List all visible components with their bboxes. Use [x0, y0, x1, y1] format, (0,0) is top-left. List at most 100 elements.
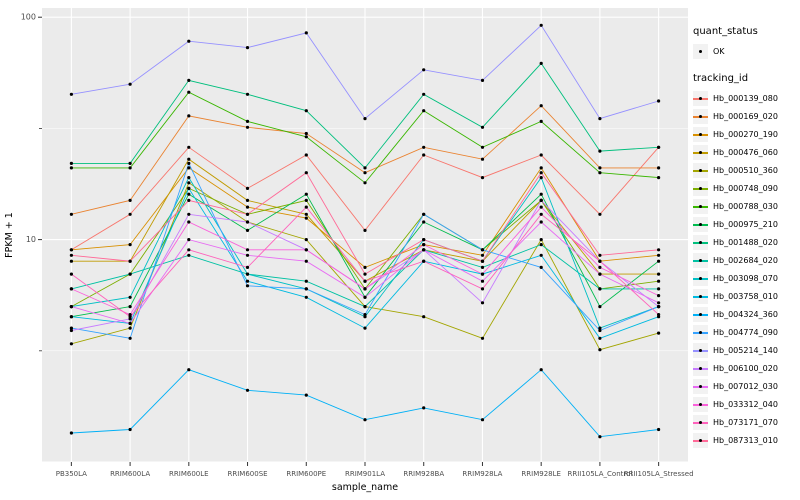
data-point: [128, 82, 132, 86]
legend-label: Hb_000975_210: [713, 220, 778, 229]
x-tick-label: RRII105LA_Stressed: [624, 470, 694, 478]
y-axis-title: FPKM + 1: [4, 212, 15, 258]
x-axis: PB350LA RRIM600LA RRIM600LE RRIM600SE RRIM60…: [56, 462, 694, 478]
data-point: [598, 336, 602, 340]
data-point: [657, 272, 661, 276]
line-key-icon: [693, 253, 708, 268]
black-point-icon: [699, 132, 703, 137]
line-key-icon: [693, 361, 708, 376]
legend-label: Hb_006100_020: [713, 364, 778, 373]
black-point-icon: [699, 366, 703, 371]
data-point: [657, 176, 661, 180]
line-key-icon: [693, 109, 708, 124]
data-point: [187, 145, 191, 149]
legend-item-Hb_006100_020: Hb_006100_020: [693, 361, 799, 376]
data-point: [187, 176, 191, 180]
data-point: [598, 435, 602, 439]
legend-item-Hb_033312_040: Hb_033312_040: [693, 397, 799, 412]
black-point-icon: [699, 438, 703, 443]
data-point: [69, 287, 73, 291]
data-point: [304, 393, 308, 397]
data-point: [187, 238, 191, 242]
line-key-icon: [693, 199, 708, 214]
black-point-icon: [699, 348, 703, 353]
line-key-icon: [693, 415, 708, 430]
data-point: [480, 253, 485, 257]
data-point: [480, 287, 485, 291]
data-point: [363, 326, 367, 330]
line-key-icon: [693, 217, 708, 232]
black-point-icon: [699, 276, 703, 281]
data-point: [245, 284, 250, 288]
data-point: [657, 166, 661, 170]
data-point: [363, 287, 367, 291]
legend-label: Hb_003758_010: [713, 292, 778, 301]
data-point: [657, 427, 661, 432]
data-point: [539, 265, 543, 269]
black-point-icon: [699, 402, 703, 407]
data-point: [480, 418, 485, 422]
legend-item-Hb_000139_080: Hb_000139_080: [693, 91, 799, 106]
y-axis: 10 100: [21, 13, 42, 352]
legend-label: Hb_000510_360: [713, 166, 778, 175]
line-key-icon: [693, 145, 708, 160]
data-point: [363, 171, 367, 175]
data-point: [657, 331, 661, 335]
data-point: [657, 248, 661, 252]
legend-label: Hb_033312_040: [713, 400, 778, 409]
black-point-icon: [699, 96, 703, 101]
data-point: [245, 205, 250, 209]
data-point: [657, 145, 661, 149]
line-key-icon: [693, 289, 708, 304]
data-point: [422, 68, 426, 72]
legend-item-Hb_087313_010: Hb_087313_010: [693, 433, 799, 448]
data-point: [128, 315, 132, 319]
black-point-icon: [699, 240, 703, 245]
data-points: [69, 23, 661, 439]
line-key-icon: [693, 307, 708, 322]
black-point-icon: [699, 330, 703, 335]
data-point: [245, 248, 250, 252]
data-point: [363, 418, 367, 422]
data-point: [539, 212, 543, 216]
data-point: [657, 279, 661, 283]
data-point: [422, 248, 426, 252]
legend-label: Hb_000139_080: [713, 94, 778, 103]
x-tick-label: RRIM928LE: [521, 470, 561, 478]
data-point: [598, 253, 602, 257]
legend-item-Hb_000975_210: Hb_000975_210: [693, 217, 799, 232]
data-point: [128, 259, 132, 263]
legend-label: Hb_087313_010: [713, 436, 778, 445]
data-point: [363, 117, 367, 121]
data-point: [598, 166, 602, 170]
data-point: [598, 117, 602, 121]
data-point: [69, 315, 73, 319]
legend-label: Hb_000476_060: [713, 148, 778, 157]
data-point: [304, 205, 308, 209]
data-point: [304, 216, 308, 220]
data-point: [187, 161, 191, 165]
data-point: [304, 192, 308, 196]
data-point: [480, 301, 485, 305]
data-point: [245, 125, 250, 129]
legend-label: Hb_001488_020: [713, 238, 778, 247]
data-point: [422, 109, 426, 113]
data-point: [304, 238, 308, 242]
data-point: [128, 305, 132, 309]
data-point: [69, 272, 73, 276]
line-key-icon: [693, 181, 708, 196]
data-point: [363, 265, 367, 269]
line-key-icon: [693, 91, 708, 106]
legend-title-quant-status: quant_status: [693, 26, 758, 37]
legend-label: Hb_003098_070: [713, 274, 778, 283]
legend-label: Hb_007012_030: [713, 382, 778, 391]
data-point: [187, 212, 191, 216]
legend-item-Hb_000169_020: Hb_000169_020: [693, 109, 799, 124]
line-key-icon: [693, 379, 708, 394]
data-point: [422, 315, 426, 319]
data-point: [187, 186, 191, 190]
legend-label-ok: OK: [713, 47, 725, 56]
data-point: [598, 328, 602, 333]
line-key-icon: [693, 235, 708, 250]
